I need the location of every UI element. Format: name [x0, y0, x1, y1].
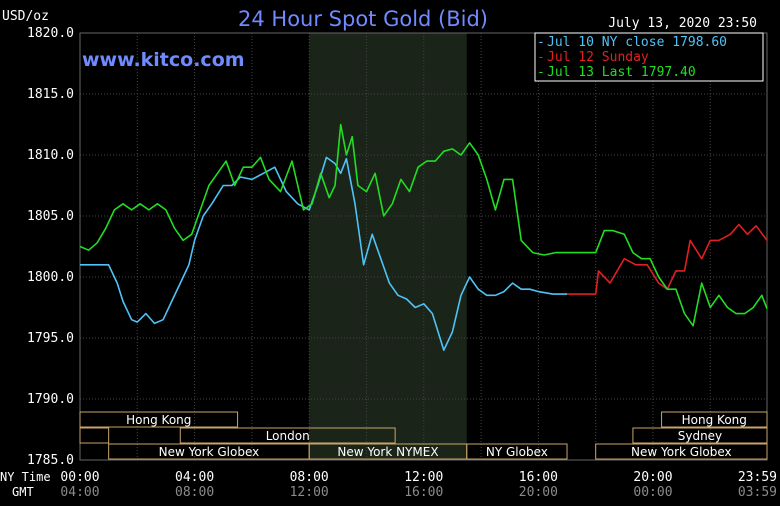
- x-axis-ticks: 00:00 04:00 08:00 12:00 16:00 20:00 23:5904:00…: [60, 470, 777, 500]
- timestamp: July 13, 2020 23:50: [608, 16, 757, 31]
- ny-tick-label: 23:59: [738, 470, 777, 485]
- gmt-tick-label: 12:00: [290, 485, 329, 500]
- gmt-tick-label: 04:00: [60, 485, 99, 500]
- market-sessions: Hong Kong Hong Kong London Sydney New York G…: [79, 411, 768, 460]
- session-label: New York Globex: [631, 445, 732, 459]
- legend: Jul 10 NY close 1798.60 Jul 12 Sunday Ju…: [534, 32, 764, 82]
- session-bar: [79, 427, 110, 444]
- legend-dash: -: [537, 50, 545, 65]
- y-tick-label: 1790.0: [27, 392, 74, 407]
- session-label: New York NYMEX: [337, 445, 438, 459]
- series-line: [567, 223, 768, 295]
- y-tick-label: 1795.0: [27, 331, 74, 346]
- ny-tick-label: 12:00: [404, 470, 443, 485]
- gmt-label: GMT: [12, 485, 34, 499]
- y-tick-label: 1815.0: [27, 87, 74, 102]
- ny-tick-label: 20:00: [633, 470, 672, 485]
- legend-dash: -: [537, 65, 545, 80]
- session-label: NY Globex: [486, 445, 548, 459]
- session-label: New York Globex: [159, 445, 260, 459]
- session-bar: [79, 411, 239, 428]
- series-line: [80, 156, 567, 352]
- session-bar: [179, 427, 396, 444]
- session-label: Hong Kong: [126, 413, 191, 427]
- session-bar: [632, 427, 768, 444]
- ny-tick-label: 08:00: [290, 470, 329, 485]
- legend-entry-jul-13: Jul 13 Last 1797.40: [547, 65, 696, 80]
- legend-entry-jul-10: Jul 10 NY close 1798.60: [547, 35, 727, 50]
- ny-tick-label: 04:00: [175, 470, 214, 485]
- gmt-tick-label: 00:00: [633, 485, 672, 500]
- ny-tick-label: 00:00: [60, 470, 99, 485]
- gmt-tick-label: 03:59: [738, 485, 777, 500]
- session-bar: [661, 411, 768, 428]
- session-label: London: [266, 429, 310, 443]
- nymex-session-shading: [309, 33, 467, 460]
- legend-entry-jul-12: Jul 12 Sunday: [547, 50, 649, 65]
- unit-label: USD/oz: [2, 9, 49, 24]
- session-bar: [466, 443, 568, 460]
- y-tick-label: 1800.0: [27, 270, 74, 285]
- y-tick-label: 1820.0: [27, 26, 74, 41]
- legend-dash: -: [537, 35, 545, 50]
- gmt-tick-label: 08:00: [175, 485, 214, 500]
- session-bar: [595, 443, 768, 460]
- legend-box: [534, 32, 764, 82]
- y-tick-label: 1810.0: [27, 148, 74, 163]
- y-tick-label: 1785.0: [27, 453, 74, 468]
- watermark: www.kitco.com: [82, 49, 245, 71]
- y-axis-ticks: 1785.0 1790.0 1795.0 1800.0 1805.0 1810.0 1815…: [27, 26, 74, 468]
- gmt-tick-label: 20:00: [519, 485, 558, 500]
- ny-time-label: NY Time: [0, 470, 51, 484]
- chart-title: 24 Hour Spot Gold (Bid): [238, 7, 488, 31]
- session-label: Sydney: [678, 429, 722, 443]
- price-series: [79, 123, 768, 352]
- session-label: Hong Kong: [682, 413, 747, 427]
- y-tick-label: 1805.0: [27, 209, 74, 224]
- gmt-tick-label: 16:00: [404, 485, 443, 500]
- ny-tick-label: 16:00: [519, 470, 558, 485]
- series-line: [79, 123, 768, 327]
